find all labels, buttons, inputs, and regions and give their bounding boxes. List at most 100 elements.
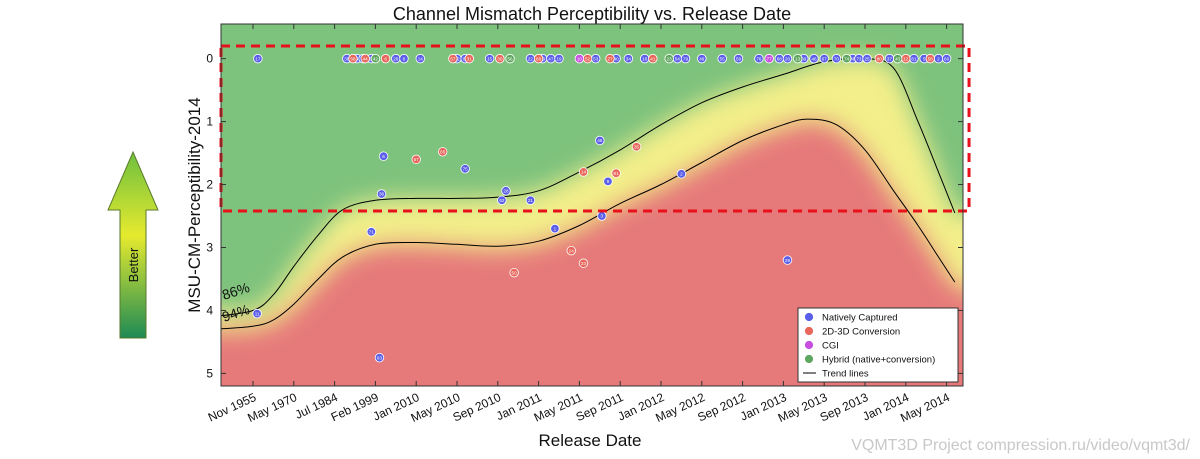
- data-point-label: 36: [379, 192, 385, 197]
- data-point-label: 10: [577, 56, 583, 61]
- data-point: 17: [253, 53, 263, 64]
- data-point: 56: [505, 53, 515, 64]
- data-point: 59: [733, 53, 744, 64]
- data-point-marker: [925, 53, 935, 64]
- chart-title: Channel Mismatch Perceptibility vs. Rele…: [393, 4, 791, 24]
- data-point: 30: [495, 53, 505, 64]
- data-point: 33: [578, 258, 589, 268]
- data-point: 65: [438, 147, 448, 157]
- y-tick-label: 4: [206, 303, 213, 317]
- data-point-marker: [554, 53, 564, 64]
- data-point-label: 57: [450, 56, 456, 61]
- data-point-label: 26: [393, 56, 399, 61]
- data-point-marker: [809, 53, 819, 64]
- data-point: 61: [909, 53, 919, 64]
- data-point-marker: [497, 195, 507, 205]
- background-zones: [221, 24, 963, 386]
- data-point-marker: [484, 53, 495, 64]
- watermark: VQMT3D Project compression.ru/video/vqmt…: [851, 437, 1190, 454]
- data-point-label: 8: [403, 56, 406, 61]
- data-point-label: 54: [675, 56, 681, 61]
- data-point: 10: [574, 53, 585, 64]
- data-point: 22: [525, 53, 536, 64]
- data-point: 29: [782, 255, 793, 265]
- y-tick-label: 3: [206, 240, 213, 254]
- data-point-label: 5: [923, 56, 926, 61]
- legend-marker-swatch: [804, 312, 814, 322]
- data-point-marker: [754, 53, 764, 64]
- data-point-label: 52: [585, 56, 591, 61]
- data-point-marker: [764, 53, 774, 64]
- data-point-label: 25: [864, 56, 870, 61]
- data-point-label: 56: [507, 56, 513, 61]
- data-point-label: 55: [720, 56, 726, 61]
- legend: Natively Captured 2D-3D Conversion CGI Hybr…: [797, 307, 959, 383]
- data-point-label: 68: [777, 56, 783, 61]
- data-point-marker: [360, 53, 370, 64]
- data-point-marker: [525, 195, 536, 205]
- data-point: 20: [782, 53, 793, 64]
- data-point: 58: [348, 53, 358, 64]
- data-point-label: 74: [844, 56, 850, 61]
- data-point-marker: [550, 223, 560, 234]
- data-point: 25: [862, 53, 872, 64]
- data-point-marker: [605, 53, 615, 64]
- data-point-marker: [782, 53, 793, 64]
- data-point-label: 63: [377, 355, 383, 360]
- data-point: 11: [252, 308, 262, 319]
- data-point-marker: [501, 186, 511, 196]
- data-point: 54: [672, 53, 683, 64]
- data-point-marker: [831, 53, 842, 64]
- data-point-label: 66: [536, 56, 542, 61]
- data-point: 41: [648, 53, 658, 64]
- data-point: 81: [611, 168, 621, 178]
- legend-label: Trend lines: [822, 369, 869, 380]
- data-point-label: 34: [626, 56, 632, 61]
- data-point: 14: [415, 53, 425, 64]
- data-point-marker: [841, 53, 852, 64]
- data-point-label: 59: [736, 56, 742, 61]
- data-point-marker: [366, 227, 377, 237]
- data-point: 6: [380, 53, 391, 64]
- data-point-marker: [623, 53, 634, 64]
- data-point-label: 33: [581, 261, 587, 266]
- data-point: 19: [554, 53, 564, 64]
- data-point: 71: [366, 227, 377, 237]
- data-point: 34: [623, 53, 634, 64]
- data-point-label: 44: [363, 56, 369, 61]
- data-point-marker: [253, 53, 263, 64]
- legend-item: Hybrid (native+conversion): [804, 354, 935, 366]
- data-point-label: 2: [680, 172, 683, 177]
- data-point: 35: [631, 142, 642, 152]
- data-point: 57: [411, 154, 421, 165]
- data-point-label: 14: [418, 56, 424, 61]
- data-point: 9: [603, 176, 613, 187]
- data-point: 80: [874, 53, 884, 64]
- data-point-marker: [399, 53, 409, 64]
- data-point-marker: [348, 53, 358, 64]
- x-tick-label: Feb 1999: [329, 390, 381, 424]
- legend-label: 2D-3D Conversion: [822, 327, 900, 338]
- data-point: 14: [578, 167, 589, 177]
- data-point-marker: [874, 53, 884, 64]
- data-point-marker: [376, 189, 387, 199]
- data-point-label: 2: [937, 56, 940, 61]
- data-point-marker: [374, 352, 385, 363]
- data-point-label: 80: [877, 56, 883, 61]
- better-indicator: Better: [106, 150, 160, 340]
- data-point-label: 67: [822, 56, 828, 61]
- data-point: 31: [464, 53, 474, 64]
- data-point: 79: [680, 53, 691, 64]
- data-point-marker: [438, 147, 448, 157]
- data-point-marker: [495, 53, 505, 64]
- data-point: 21: [525, 195, 536, 205]
- data-point: 66: [533, 53, 544, 64]
- data-point-label: 13: [795, 56, 801, 61]
- data-point-marker: [509, 267, 519, 278]
- data-point-label: 40: [614, 56, 620, 61]
- data-point-label: 28: [503, 189, 509, 194]
- data-point: 50: [509, 267, 519, 278]
- data-point-label: 45: [597, 138, 603, 143]
- better-label: Better: [126, 247, 141, 282]
- data-point-marker: [464, 53, 474, 64]
